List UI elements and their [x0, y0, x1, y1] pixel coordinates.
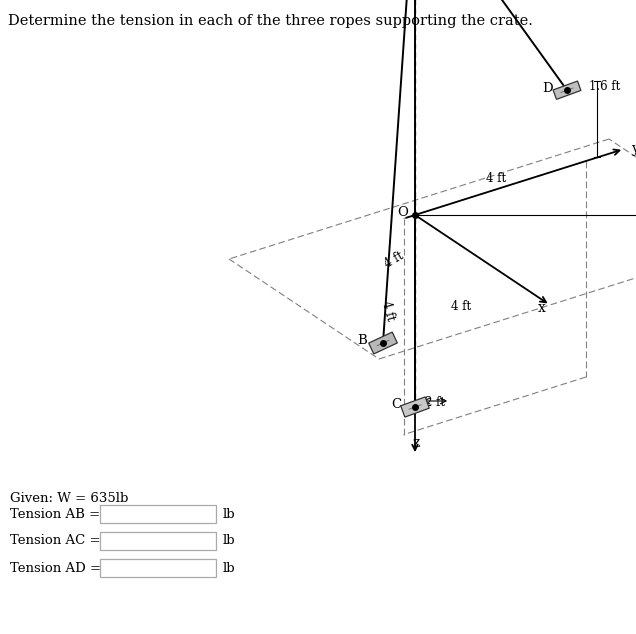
Text: 4 ft: 4 ft — [451, 300, 471, 313]
Text: 4 ft: 4 ft — [486, 172, 506, 185]
Text: 4 ft: 4 ft — [382, 250, 406, 271]
Text: O: O — [397, 207, 408, 219]
Text: Determine the tension in each of the three ropes supporting the crate.: Determine the tension in each of the thr… — [8, 14, 533, 28]
Text: z: z — [412, 436, 420, 450]
Bar — [100, 559, 216, 577]
Text: Given: W = 635lb: Given: W = 635lb — [10, 492, 128, 505]
Text: lb: lb — [223, 562, 235, 574]
Text: lb: lb — [223, 507, 235, 521]
Text: x: x — [538, 301, 546, 315]
Text: Tension AC =: Tension AC = — [10, 534, 100, 548]
Text: 2 ft: 2 ft — [425, 396, 445, 409]
Polygon shape — [401, 397, 429, 417]
Polygon shape — [369, 332, 398, 354]
Text: 1.6 ft: 1.6 ft — [589, 80, 620, 93]
Text: B: B — [357, 335, 367, 347]
Bar — [100, 532, 216, 550]
Text: C: C — [391, 399, 401, 411]
Bar — [100, 505, 216, 523]
Text: 4 ft: 4 ft — [379, 300, 397, 323]
Text: lb: lb — [223, 534, 235, 548]
Text: y: y — [632, 142, 636, 156]
Polygon shape — [553, 81, 581, 100]
Text: Tension AD =: Tension AD = — [10, 562, 101, 574]
Text: Tension AB =: Tension AB = — [10, 507, 100, 521]
Text: D: D — [543, 82, 553, 94]
